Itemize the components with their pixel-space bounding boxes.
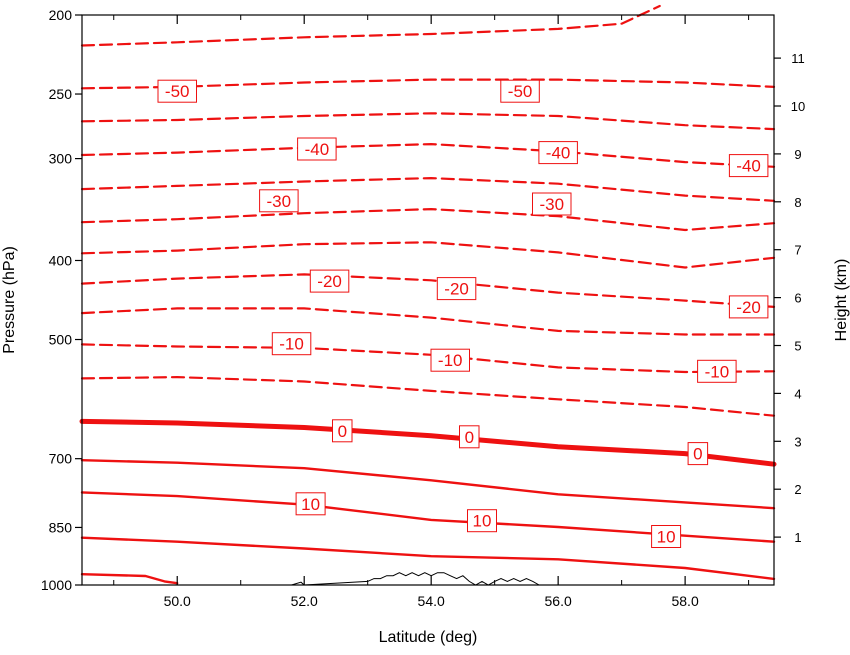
contour-line-m55 <box>80 4 661 47</box>
contour-labels-layer: -50 -50 -40 -40 -40 -30 -30 -20 -20 -20 -10 -10 -10 0… <box>157 79 769 548</box>
contour-label-box <box>728 154 769 178</box>
y2-tick-label: 3 <box>794 434 801 449</box>
terrain-outline <box>291 572 540 586</box>
contour-line-m10 <box>80 343 776 374</box>
x-tick-label: 52.0 <box>291 593 318 609</box>
contour-label-box <box>436 277 477 301</box>
contour-label: -30 <box>540 195 565 214</box>
contour-label: -20 <box>444 280 469 299</box>
y2-tick-label: 2 <box>794 482 801 497</box>
contour-label-box <box>157 79 197 103</box>
contour-label: 10 <box>657 528 676 547</box>
contour-label-box <box>687 442 709 466</box>
contour-label-box <box>500 79 540 103</box>
y2-tick-label: 6 <box>794 291 801 306</box>
contour-line-20 <box>80 573 179 585</box>
contour-label-box <box>459 425 480 449</box>
contour-label: -40 <box>546 144 571 163</box>
contour-label-box <box>309 269 350 293</box>
x-axis: 50.0 52.0 54.0 56.0 58.0 <box>113 15 750 609</box>
contour-line-m20 <box>80 273 776 308</box>
terrain-layer <box>291 572 540 586</box>
contour-line-0 <box>79 418 777 467</box>
x-tick-label: 56.0 <box>545 593 572 609</box>
contour-label: 0 <box>465 428 474 447</box>
y2-tick-label: 11 <box>791 51 805 66</box>
contour-line-m45 <box>80 112 776 131</box>
y2-tick-label: 4 <box>794 386 801 401</box>
y-tick-label: 850 <box>49 519 73 535</box>
contour-label-box <box>532 192 572 216</box>
contour-label-box <box>728 295 769 319</box>
x-tick-label: 50.0 <box>164 593 191 609</box>
contour-label: -10 <box>705 362 730 381</box>
contour-label-box <box>297 137 337 161</box>
contour-line-m40 <box>80 143 776 168</box>
contour-label: -50 <box>165 82 190 101</box>
y2-tick-label: 10 <box>791 99 805 114</box>
contour-label-box <box>430 348 470 372</box>
contour-line-15 <box>80 536 776 581</box>
contour-label: -50 <box>508 82 533 101</box>
x-tick-label: 58.0 <box>671 593 698 609</box>
y-tick-label: 300 <box>49 151 73 167</box>
contour-line-m30 <box>80 208 776 232</box>
y-tick-label: 400 <box>49 252 73 268</box>
x-tick-label: 54.0 <box>418 593 445 609</box>
contour-line-m35 <box>80 177 776 202</box>
y-tick-label: 700 <box>49 451 73 467</box>
contour-label-box <box>259 189 299 213</box>
y-tick-label: 200 <box>49 7 73 23</box>
y2-tick-label: 7 <box>794 243 801 258</box>
contour-label: -10 <box>438 351 463 370</box>
y-tick-label: 250 <box>49 86 73 102</box>
y-tick-label: 500 <box>49 332 73 348</box>
contour-label: -30 <box>267 192 292 211</box>
contour-line-5 <box>80 459 776 510</box>
contour-label: 0 <box>338 422 347 441</box>
contour-label: 10 <box>473 512 492 531</box>
y2-tick-label: 5 <box>794 339 801 354</box>
contour-label-box <box>651 525 682 548</box>
contour-label-box <box>697 359 737 383</box>
contour-label-box <box>332 419 353 443</box>
contour-line-10 <box>80 491 776 543</box>
y-axis-left: 200 250 300 400 500 700 850 1000 <box>41 7 82 593</box>
contour-label: 0 <box>693 445 702 464</box>
contour-line-m15 <box>80 307 776 336</box>
contour-line-m25 <box>80 241 776 269</box>
contour-label-box <box>538 141 578 165</box>
contour-label: -40 <box>736 157 761 176</box>
contour-label: -10 <box>279 335 304 354</box>
y2-tick-label: 8 <box>794 195 801 210</box>
y2-tick-label: 1 <box>794 530 801 545</box>
x-axis-label: Latitude (deg) <box>379 629 478 646</box>
contour-label: -40 <box>305 140 330 159</box>
contour-label-box <box>295 492 326 516</box>
contour-label-box <box>271 332 312 356</box>
y2-tick-label: 9 <box>794 147 801 162</box>
contour-label: -20 <box>317 272 342 291</box>
y-axis-label: Pressure (hPa) <box>1 246 18 354</box>
contour-label: -20 <box>736 298 761 317</box>
contour-label: 10 <box>301 495 320 514</box>
y-axis-right: 1 2 3 4 5 6 7 8 9 10 11 <box>774 51 805 545</box>
contour-series-layer <box>79 4 777 585</box>
contour-label-box <box>467 509 497 533</box>
contour-line-m5 <box>80 376 776 417</box>
plot-frame <box>81 14 775 586</box>
y-tick-label: 1000 <box>41 577 72 593</box>
y2-axis-label: Height (km) <box>833 259 850 342</box>
